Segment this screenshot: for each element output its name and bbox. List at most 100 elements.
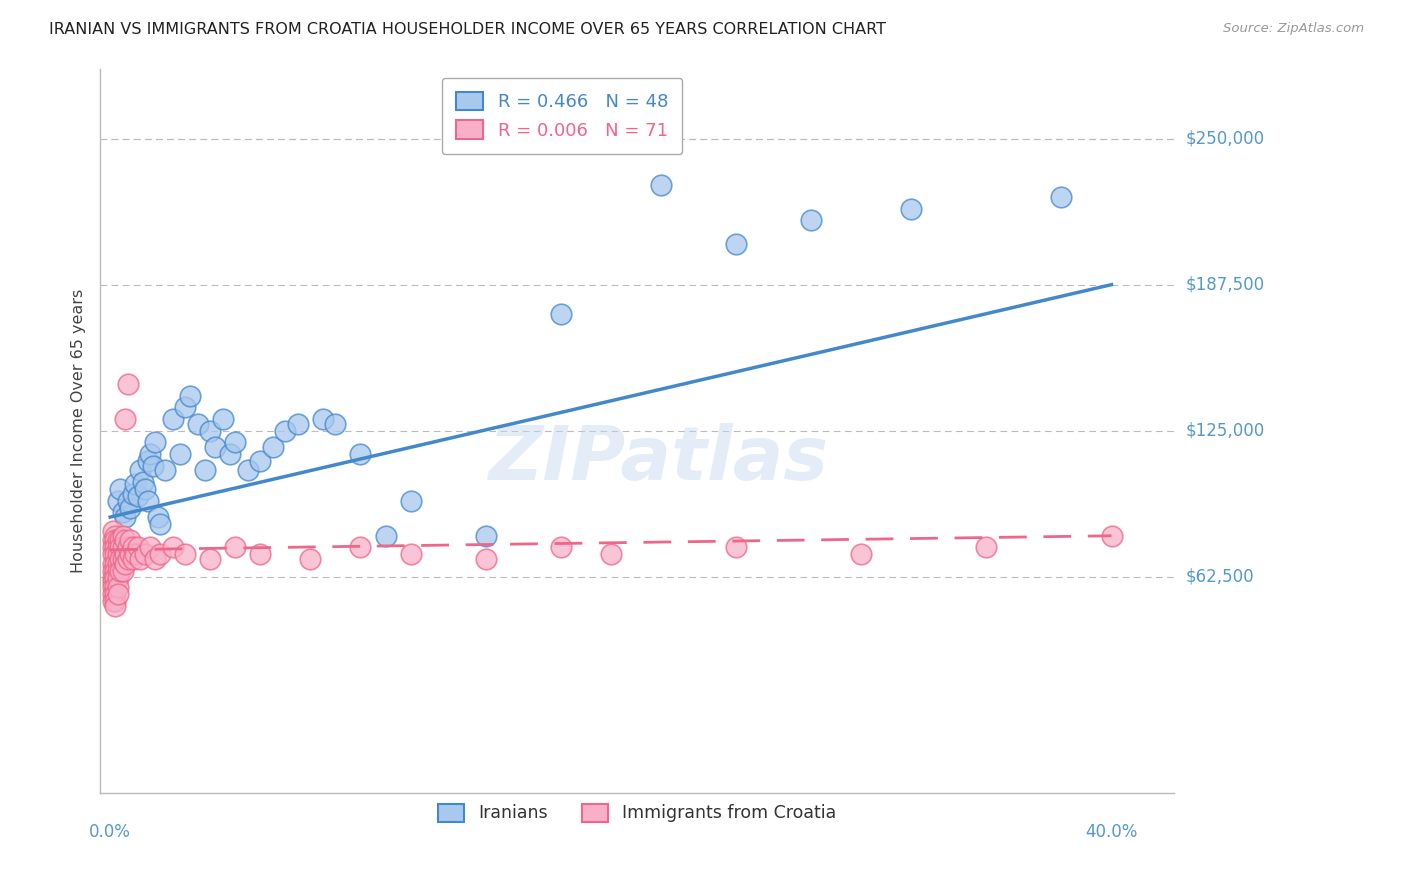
Point: [117, 493, 139, 508]
Point: [101, 571, 124, 585]
Point: [900, 202, 922, 216]
Point: [117, 552, 139, 566]
Point: [349, 447, 371, 461]
Point: [800, 213, 823, 227]
Point: [108, 552, 131, 566]
Point: [107, 548, 129, 562]
Point: [149, 548, 172, 562]
Point: [104, 571, 127, 585]
Point: [111, 564, 134, 578]
Point: [143, 552, 166, 566]
Point: [104, 580, 127, 594]
Point: [108, 564, 131, 578]
Point: [111, 529, 134, 543]
Point: [374, 529, 396, 543]
Point: [194, 463, 217, 477]
Point: [200, 552, 222, 566]
Point: [101, 533, 124, 548]
Point: [124, 548, 146, 562]
Point: [211, 412, 233, 426]
Point: [174, 548, 197, 562]
Point: [200, 424, 222, 438]
Point: [129, 552, 152, 566]
Point: [224, 435, 246, 450]
Point: [249, 454, 271, 468]
Point: [121, 541, 143, 555]
Point: [139, 447, 162, 461]
Point: [1050, 190, 1073, 204]
Point: [114, 557, 136, 571]
Point: [101, 587, 124, 601]
Point: [550, 307, 572, 321]
Point: [650, 178, 672, 193]
Text: 40.0%: 40.0%: [1085, 823, 1137, 841]
Point: [107, 533, 129, 548]
Point: [146, 510, 169, 524]
Point: [262, 440, 284, 454]
Point: [724, 236, 747, 251]
Point: [1101, 529, 1123, 543]
Point: [108, 541, 131, 555]
Point: [204, 440, 226, 454]
Point: [104, 599, 127, 613]
Point: [108, 533, 131, 548]
Text: ZIPatlas: ZIPatlas: [489, 423, 828, 496]
Point: [143, 435, 166, 450]
Point: [724, 541, 747, 555]
Point: [104, 594, 127, 608]
Point: [129, 463, 152, 477]
Point: [101, 580, 124, 594]
Point: [249, 548, 271, 562]
Text: $187,500: $187,500: [1185, 276, 1264, 293]
Point: [187, 417, 209, 431]
Point: [399, 548, 422, 562]
Point: [107, 541, 129, 555]
Point: [101, 548, 124, 562]
Point: [599, 548, 621, 562]
Point: [550, 541, 572, 555]
Point: [224, 541, 246, 555]
Point: [101, 594, 124, 608]
Point: [111, 505, 134, 519]
Point: [169, 447, 191, 461]
Point: [325, 417, 347, 431]
Point: [111, 552, 134, 566]
Point: [108, 482, 131, 496]
Point: [101, 575, 124, 590]
Point: [114, 548, 136, 562]
Text: $125,000: $125,000: [1185, 422, 1264, 440]
Point: [349, 541, 371, 555]
Point: [162, 541, 184, 555]
Point: [134, 548, 156, 562]
Point: [104, 564, 127, 578]
Point: [976, 541, 998, 555]
Text: $62,500: $62,500: [1185, 567, 1254, 586]
Text: $250,000: $250,000: [1185, 129, 1264, 147]
Point: [107, 493, 129, 508]
Text: IRANIAN VS IMMIGRANTS FROM CROATIA HOUSEHOLDER INCOME OVER 65 YEARS CORRELATION : IRANIAN VS IMMIGRANTS FROM CROATIA HOUSE…: [49, 22, 886, 37]
Point: [121, 486, 143, 500]
Point: [107, 580, 129, 594]
Point: [127, 489, 149, 503]
Point: [236, 463, 259, 477]
Point: [474, 529, 496, 543]
Point: [134, 482, 156, 496]
Point: [120, 500, 142, 515]
Point: [124, 477, 146, 491]
Point: [120, 548, 142, 562]
Point: [101, 524, 124, 538]
Point: [399, 493, 422, 508]
Point: [312, 412, 335, 426]
Point: [120, 533, 142, 548]
Point: [104, 529, 127, 543]
Y-axis label: Householder Income Over 65 years: Householder Income Over 65 years: [72, 288, 86, 573]
Point: [111, 541, 134, 555]
Point: [142, 458, 165, 473]
Point: [107, 564, 129, 578]
Point: [114, 412, 136, 426]
Point: [299, 552, 322, 566]
Point: [219, 447, 242, 461]
Text: Source: ZipAtlas.com: Source: ZipAtlas.com: [1223, 22, 1364, 36]
Point: [139, 541, 162, 555]
Point: [104, 548, 127, 562]
